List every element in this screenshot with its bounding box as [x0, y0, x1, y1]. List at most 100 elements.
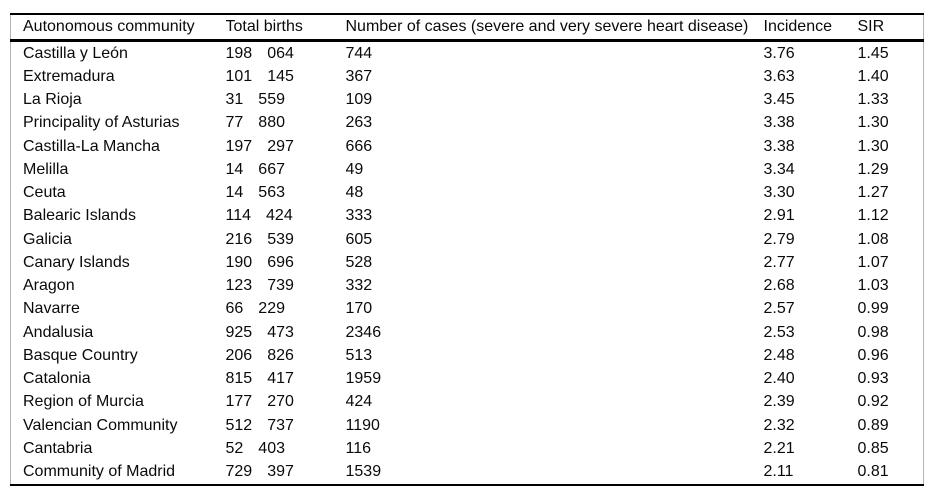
sir-cell: 1.40	[857, 67, 889, 85]
incidence-cell: 3.76	[763, 44, 795, 62]
community-cell: Aragon	[23, 277, 75, 295]
births-remainder: 559	[258, 91, 285, 109]
col-header-autonomous-community: Autonomous community	[10, 14, 226, 42]
total-births-cell: 52 403	[226, 437, 346, 460]
sir-cell: 1.07	[857, 253, 889, 271]
sir-cell: 0.99	[857, 300, 889, 318]
cases-cell: 744	[345, 44, 373, 62]
community-cell: Principality of Asturias	[23, 114, 180, 132]
sir-cell: 1.29	[857, 160, 889, 178]
births-remainder: 064	[267, 44, 294, 62]
cases-cell: 116	[345, 439, 372, 457]
cases-cell: 2346	[345, 323, 382, 341]
total-births-cell: 101 145	[226, 65, 346, 88]
births-thousands: 925	[225, 323, 253, 341]
cases-cell: 333	[345, 207, 373, 225]
community-cell: Melilla	[23, 160, 69, 178]
table-row: Canary Islands 190 696 528 2.77 1.07	[11, 251, 924, 274]
cases-cell: 424	[345, 393, 373, 411]
cases-cell: 332	[345, 277, 373, 295]
table-row: Castilla y León 198 064 744 3.76 1.45	[11, 41, 924, 66]
births-remainder: 737	[267, 416, 294, 434]
cases-cell: 263	[345, 114, 373, 132]
total-births-cell: 815 417	[226, 368, 346, 391]
births-thousands: 123	[225, 277, 253, 295]
community-cell: Castilla y León	[23, 44, 128, 62]
incidence-table: Autonomous community Total births Number…	[10, 13, 924, 486]
cases-cell: 1190	[345, 416, 380, 434]
births-thousands: 216	[225, 230, 253, 248]
incidence-cell: 2.32	[763, 416, 795, 434]
births-thousands: 66	[225, 300, 244, 318]
incidence-cell: 2.11	[763, 463, 794, 481]
births-thousands: 729	[225, 463, 253, 481]
table-row: Balearic Islands 114 424 333 2.91 1.12	[11, 205, 924, 228]
births-thousands: 198	[225, 44, 253, 62]
community-cell: Extremadura	[23, 67, 115, 85]
community-cell: Ceuta	[23, 184, 66, 202]
table-row: La Rioja 31 559 109 3.45 1.33	[11, 89, 924, 112]
births-remainder: 424	[266, 207, 293, 225]
births-remainder: 297	[267, 137, 294, 155]
births-thousands: 815	[225, 370, 253, 388]
sir-cell: 1.33	[857, 91, 889, 109]
births-thousands: 512	[225, 416, 253, 434]
total-births-cell: 14 563	[226, 182, 346, 205]
births-remainder: 403	[258, 439, 285, 457]
community-cell: Community of Madrid	[23, 463, 176, 481]
table-row: Aragon 123 739 332 2.68 1.03	[11, 275, 924, 298]
sir-cell: 0.98	[857, 323, 889, 341]
table-row: Navarre 66 229 170 2.57 0.99	[11, 298, 924, 321]
incidence-cell: 3.45	[763, 91, 795, 109]
births-remainder: 696	[267, 253, 294, 271]
sir-cell: 1.12	[857, 207, 889, 225]
births-thousands: 14	[225, 160, 244, 178]
incidence-cell: 2.57	[763, 300, 795, 318]
col-header-total-births: Total births	[225, 14, 346, 42]
births-thousands: 52	[225, 439, 244, 457]
community-cell: Canary Islands	[23, 253, 130, 271]
community-cell: Andalusia	[23, 323, 94, 341]
table-row: Community of Madrid 729 397 1539 2.11 0.81	[11, 461, 924, 485]
header-row: Autonomous community Total births Number…	[10, 14, 924, 42]
sir-cell: 0.89	[857, 416, 889, 434]
births-remainder: 397	[267, 463, 294, 481]
sir-cell: 0.92	[857, 393, 889, 411]
incidence-cell: 2.91	[763, 207, 795, 225]
births-thousands: 206	[225, 346, 253, 364]
cases-cell: 48	[345, 184, 364, 202]
total-births-cell: 31 559	[226, 89, 346, 112]
sir-cell: 1.45	[857, 44, 889, 62]
sir-cell: 1.30	[857, 137, 889, 155]
sir-cell: 1.08	[857, 230, 889, 248]
community-cell: Galicia	[23, 230, 72, 248]
births-remainder: 473	[267, 323, 294, 341]
table-row: Extremadura 101 145 367 3.63 1.40	[11, 65, 924, 88]
community-cell: Valencian Community	[23, 416, 178, 434]
cases-cell: 367	[345, 67, 373, 85]
incidence-cell: 2.48	[763, 346, 795, 364]
births-remainder: 739	[267, 277, 294, 295]
table-body: Castilla y León 198 064 744 3.76 1.45 Extremad…	[11, 41, 924, 485]
incidence-cell: 3.63	[763, 67, 795, 85]
table-row: Catalonia 815 417 1959 2.40 0.93	[11, 368, 924, 391]
births-remainder: 826	[267, 346, 294, 364]
births-thousands: 190	[225, 253, 253, 271]
table-row: Principality of Asturias 77 880 263 3.38 1.30	[11, 112, 924, 135]
births-thousands: 14	[225, 184, 244, 202]
community-cell: Region of Murcia	[23, 393, 144, 411]
total-births-cell: 14 667	[226, 158, 346, 181]
col-header-sir: SIR	[857, 14, 924, 42]
total-births-cell: 66 229	[226, 298, 346, 321]
incidence-cell: 2.21	[763, 439, 795, 457]
births-thousands: 77	[225, 114, 244, 132]
table-row: Galicia 216 539 605 2.79 1.08	[11, 228, 924, 251]
total-births-cell: 216 539	[226, 228, 346, 251]
cases-cell: 1539	[345, 463, 382, 481]
total-births-cell: 206 826	[226, 344, 346, 367]
cases-cell: 605	[345, 230, 373, 248]
incidence-cell: 2.53	[763, 323, 795, 341]
births-remainder: 229	[258, 300, 285, 318]
total-births-cell: 114 424	[226, 205, 346, 228]
sir-cell: 0.96	[857, 346, 889, 364]
